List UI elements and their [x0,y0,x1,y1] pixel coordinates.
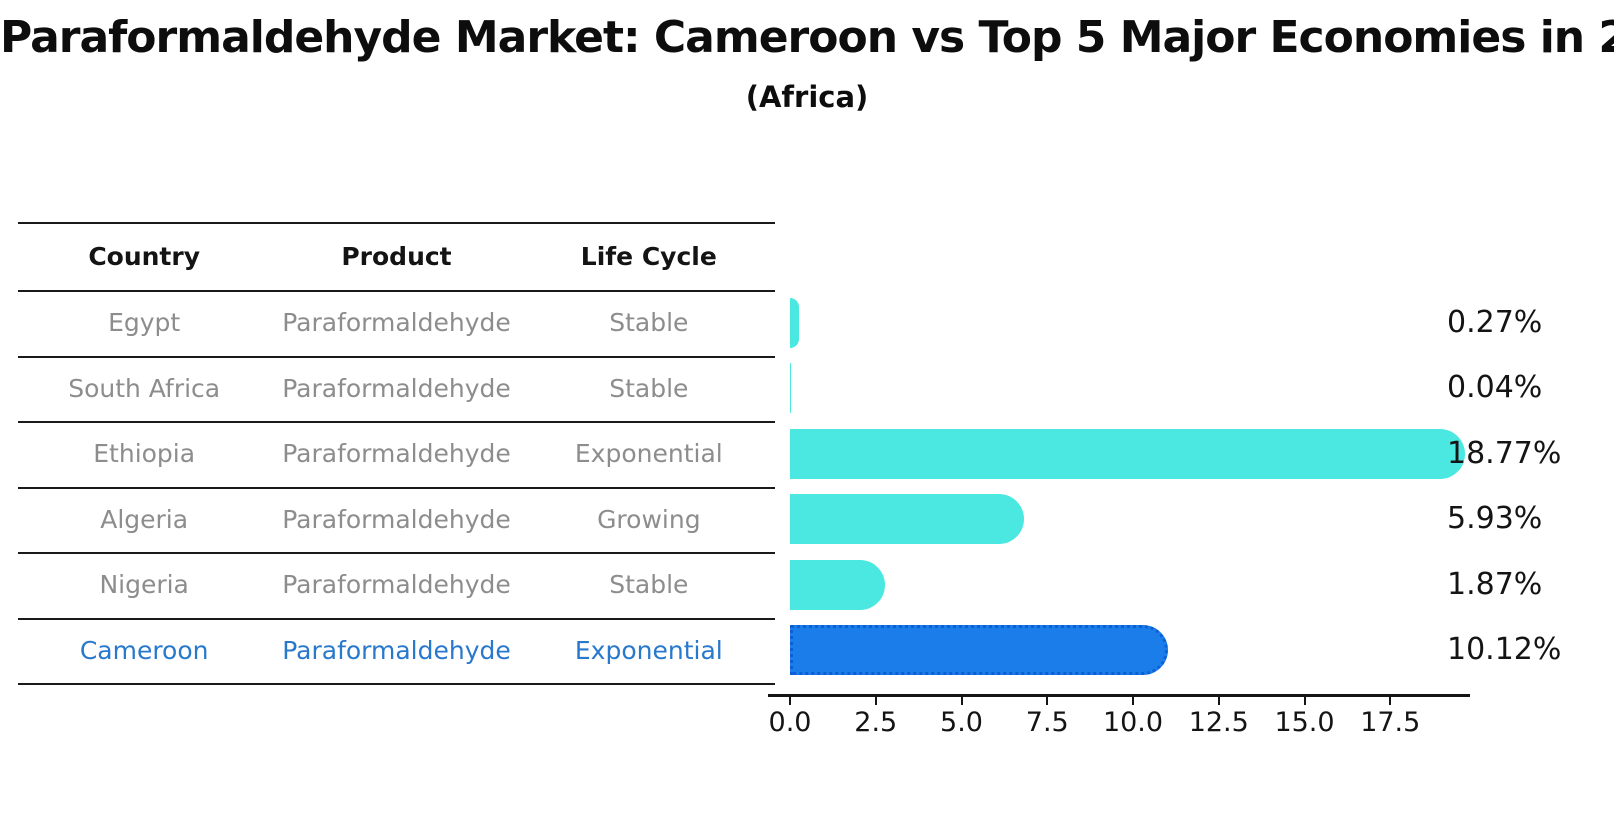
country-cell: South Africa [68,373,221,403]
column-header-life-cycle: Life Cycle [580,241,717,271]
x-axis-tick-label: 17.5 [1360,707,1421,738]
product-cell: Paraformaldehyde [282,635,511,665]
country-cell: Algeria [100,504,189,534]
bar-value-label: 1.87% [1447,566,1543,602]
country-cell: Ethiopia [93,439,196,469]
x-axis-tick-label: 15.0 [1274,707,1335,738]
x-axis-tick-label: 7.5 [1025,707,1069,738]
x-axis-tick [1303,696,1306,705]
bar-value-label: 5.93% [1447,501,1543,537]
x-axis-tick [1132,696,1134,705]
bar [790,297,800,348]
column-header-country: Country [88,241,201,271]
table-row: South Africa Paraformaldehyde Stable [18,356,775,422]
chart-title: Paraformaldehyde Market: Cameroon vs Top… [0,12,1614,63]
x-axis-tick-label: 10.0 [1102,707,1164,738]
table-separator-line [18,617,775,620]
table-header-row: Country Product Life Cycle [18,222,775,290]
table-separator-line [18,355,775,358]
column-header-product: Product [341,241,452,271]
life-cycle-cell: Stable [609,308,689,338]
chart-subtitle: (Africa) [745,80,869,114]
product-cell: Paraformaldehyde [282,504,511,534]
country-cell: Egypt [108,308,181,338]
product-cell: Paraformaldehyde [282,373,511,403]
table-separator-line [18,552,775,555]
bar [790,363,792,414]
country-cell: Nigeria [99,570,189,600]
x-axis-tick [1389,696,1392,705]
x-axis-tick [874,696,877,705]
x-axis-tick [960,696,963,705]
product-cell: Paraformaldehyde [282,308,511,338]
bar-value-label: 0.04% [1447,370,1543,406]
bar-value-label: 10.12% [1447,632,1562,668]
table-separator-line [18,222,775,225]
life-cycle-cell: Exponential [574,635,723,665]
x-axis-tick [1046,696,1049,705]
life-cycle-cell: Stable [609,373,689,403]
table-row: Cameroon Paraformaldehyde Exponential [18,618,775,684]
table-separator-line [18,290,775,293]
country-table: Country Product Life Cycle Egypt Paraform… [18,222,775,686]
bar-highlight [790,625,1169,676]
table-row: Nigeria Paraformaldehyde Stable [18,552,775,618]
bar-value-label: 18.77% [1447,435,1562,471]
bar [790,494,1025,545]
bar [790,428,1465,479]
table-separator-line [18,486,775,489]
x-axis-tick [789,696,791,705]
bar-value-label: 0.27% [1447,304,1543,340]
product-cell: Paraformaldehyde [282,570,511,600]
x-axis-tick-label: 2.5 [854,707,898,738]
x-axis-tick-label: 12.5 [1188,707,1249,738]
table-row: Egypt Paraformaldehyde Stable [18,290,775,356]
x-axis-line [768,694,1470,697]
life-cycle-cell: Stable [609,570,689,600]
life-cycle-cell: Growing [597,504,701,534]
country-cell: Cameroon [79,635,209,665]
table-row: Algeria Paraformaldehyde Growing [18,487,775,553]
x-axis-tick [1217,696,1220,705]
table-separator-line [18,683,775,686]
table-separator-line [18,421,775,424]
x-axis-tick-label: 0.0 [768,707,812,738]
bar [790,559,886,610]
product-cell: Paraformaldehyde [282,439,511,469]
table-row: Ethiopia Paraformaldehyde Exponential [18,421,775,487]
x-axis-tick-label: 5.0 [940,707,983,738]
life-cycle-cell: Exponential [574,439,723,469]
